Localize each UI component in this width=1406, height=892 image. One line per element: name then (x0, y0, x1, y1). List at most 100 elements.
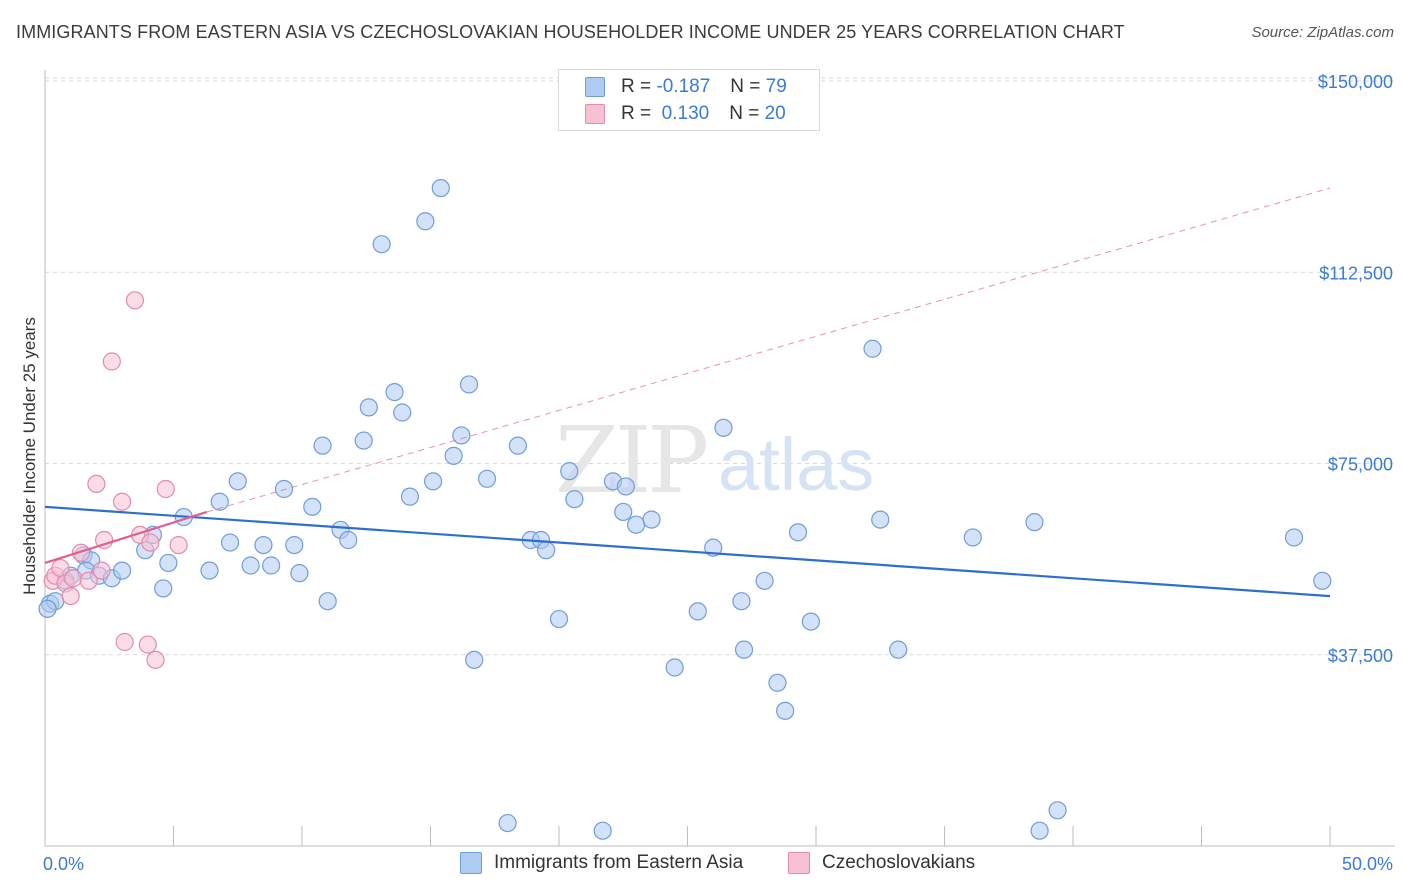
legend-row-eastern-asia: R = -0.187 N = 79 (585, 75, 787, 99)
data-point-eastern-asia (688, 602, 707, 621)
data-point-eastern-asia (477, 469, 497, 488)
legend-swatch-pink (585, 104, 605, 124)
bottom-legend-label: Czechoslovakians (822, 852, 976, 873)
data-point-eastern-asia (210, 492, 229, 511)
y-tick-label: $37,500 (1328, 646, 1393, 666)
data-point-eastern-asia (768, 673, 787, 692)
series-czechoslovakian-points (43, 291, 188, 669)
series-eastern-asia-points (38, 179, 1332, 840)
legend-r-label: R = (621, 76, 652, 97)
legend-n-value: 20 (764, 103, 786, 124)
data-point-eastern-asia (112, 561, 132, 580)
data-point-eastern-asia (889, 640, 908, 659)
data-point-eastern-asia (372, 235, 391, 254)
data-point-eastern-asia (393, 403, 412, 422)
data-point-czechoslovakian (146, 650, 165, 669)
data-point-czechoslovakian (87, 474, 106, 493)
data-point-eastern-asia (254, 535, 273, 555)
data-point-eastern-asia (1284, 528, 1304, 547)
y-tick-label: $112,500 (1319, 263, 1393, 283)
axes (44, 70, 1395, 847)
data-point-czechoslovakian (125, 291, 145, 310)
data-point-eastern-asia (200, 561, 219, 580)
data-point-eastern-asia (303, 497, 322, 516)
trendline-czechoslovakian (44, 510, 208, 564)
legend-r-label: R = (621, 103, 652, 124)
data-point-eastern-asia (241, 556, 260, 575)
data-point-eastern-asia (565, 490, 584, 509)
data-point-czechoslovakian (141, 533, 160, 552)
x-tick-label-max: 50.0% (1342, 854, 1393, 874)
data-point-czechoslovakian (64, 569, 83, 588)
data-point-czechoslovakian (102, 352, 121, 371)
bottom-legend-eastern-asia: Immigrants from Eastern Asia (460, 852, 743, 874)
data-point-eastern-asia (642, 510, 661, 529)
data-point-eastern-asia (626, 515, 646, 534)
data-point-czechoslovakian (156, 479, 175, 499)
data-point-eastern-asia (159, 553, 178, 573)
data-point-eastern-asia (1313, 571, 1332, 590)
data-point-eastern-asia (459, 375, 479, 394)
data-point-eastern-asia (871, 510, 890, 529)
legend-n-label: N = (729, 103, 760, 124)
data-point-eastern-asia (498, 813, 517, 833)
data-point-eastern-asia (385, 383, 404, 402)
data-point-eastern-asia (423, 472, 443, 491)
data-point-eastern-asia (1048, 801, 1067, 820)
x-tick-label-min: 0.0% (43, 854, 84, 874)
data-point-czechoslovakian (138, 635, 157, 654)
data-point-eastern-asia (863, 339, 882, 358)
legend-n-label: N = (730, 76, 761, 97)
data-point-eastern-asia (400, 487, 420, 506)
data-point-eastern-asia (313, 436, 332, 455)
data-point-eastern-asia (465, 650, 484, 669)
data-point-eastern-asia (665, 658, 684, 677)
watermark-atlas: atlas (718, 423, 874, 506)
data-point-eastern-asia (1025, 513, 1044, 532)
data-point-eastern-asia (431, 179, 450, 198)
bottom-legend-swatch-pink (788, 852, 810, 874)
bottom-legend-czechoslovakian: Czechoslovakians (788, 852, 975, 874)
data-point-eastern-asia (452, 426, 471, 445)
data-point-eastern-asia (593, 821, 612, 840)
data-point-eastern-asia (220, 533, 240, 552)
legend-row-czechoslovakian: R = 0.130 N = 20 (585, 102, 786, 126)
trendline-czechoslovakian-extension (206, 187, 1331, 513)
legend-r-value: -0.187 (656, 76, 711, 97)
legend-n-value: 79 (765, 76, 787, 97)
watermark: ZIP atlas (555, 407, 874, 514)
legend-swatch-blue (585, 77, 605, 97)
data-point-eastern-asia (318, 592, 337, 611)
data-point-eastern-asia (154, 579, 173, 598)
bottom-legend-label: Immigrants from Eastern Asia (494, 852, 744, 873)
data-point-czechoslovakian (79, 571, 98, 590)
data-point-eastern-asia (262, 556, 281, 575)
trendlines (44, 187, 1331, 598)
data-point-eastern-asia (359, 398, 378, 417)
data-point-czechoslovakian (95, 530, 114, 550)
source-label: Source: ZipAtlas.com (1251, 24, 1394, 41)
data-point-eastern-asia (290, 564, 309, 583)
data-point-eastern-asia (732, 592, 751, 611)
data-point-eastern-asia (776, 701, 795, 720)
data-point-eastern-asia (734, 640, 754, 659)
data-point-eastern-asia (274, 479, 294, 499)
data-point-czechoslovakian (169, 535, 188, 555)
bottom-legend-swatch-blue (460, 852, 482, 874)
data-point-eastern-asia (228, 472, 247, 491)
data-point-eastern-asia (714, 418, 733, 437)
data-point-eastern-asia (444, 446, 463, 465)
data-point-eastern-asia (508, 436, 527, 455)
data-point-eastern-asia (801, 612, 820, 631)
data-point-eastern-asia (38, 599, 57, 618)
data-point-eastern-asia (788, 523, 808, 542)
data-point-eastern-asia (755, 571, 774, 590)
y-tick-label: $75,000 (1328, 455, 1393, 475)
legend-r-value: 0.130 (661, 103, 710, 124)
data-point-eastern-asia (537, 541, 556, 560)
data-point-eastern-asia (1030, 821, 1049, 840)
y-tick-label: $150,000 (1318, 72, 1393, 92)
chart-title: IMMIGRANTS FROM EASTERN ASIA VS CZECHOSL… (16, 22, 1125, 42)
data-point-czechoslovakian (112, 492, 132, 511)
